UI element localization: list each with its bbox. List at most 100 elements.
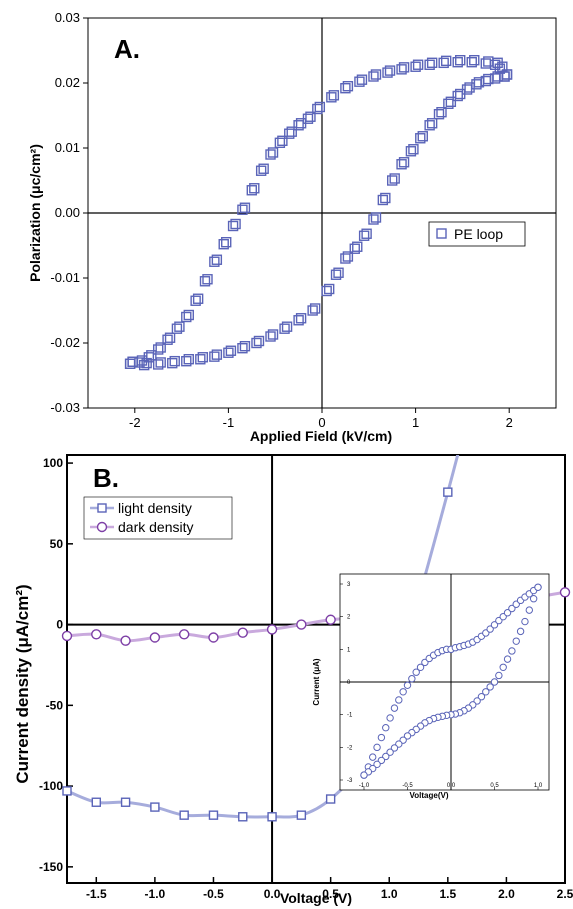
panel-b-label: B. — [93, 463, 119, 493]
inset-x-tick-label: -0.5 — [402, 783, 413, 789]
legend-dark-label: dark density — [118, 519, 193, 535]
pe-loop-point — [424, 59, 435, 70]
panel-a-x-tick-label: -2 — [129, 415, 141, 430]
inset-point — [499, 663, 507, 671]
pe-loop-point — [183, 354, 194, 365]
pe-loop-point — [195, 354, 206, 365]
pe-loop-point — [398, 62, 410, 73]
inset-point — [508, 647, 516, 655]
pe-loop-point — [169, 355, 180, 367]
dark-density-point — [559, 587, 571, 598]
pe-loop-point — [267, 147, 279, 158]
inset-point — [486, 625, 494, 633]
inset-point — [386, 748, 394, 756]
pe-loop-point — [314, 101, 326, 113]
pe-loop-point — [141, 357, 152, 369]
inset-y-tick-label: 3 — [347, 582, 351, 588]
pe-loop-point — [155, 342, 166, 353]
panel-a-label: A. — [114, 34, 140, 64]
panel-a-points — [124, 55, 513, 371]
panel-a-y-tick-label: 0.03 — [55, 10, 80, 25]
light-density-point — [238, 812, 248, 822]
pe-loop-point — [293, 315, 304, 326]
pe-loop-point — [445, 96, 457, 108]
pe-loop-point — [284, 128, 295, 139]
panel-b-y-tick-label: -50 — [46, 698, 64, 712]
inset-x-tick-label: -1.0 — [359, 783, 370, 789]
pe-loop-point — [152, 344, 164, 355]
pe-loop-point — [124, 358, 136, 369]
light-density-point — [179, 810, 189, 820]
panel-a-y-axis-label: Polarization (μc/cm²) — [27, 144, 43, 282]
inset-point — [399, 688, 407, 696]
pe-loop-point — [218, 238, 229, 250]
panel-a: A. -2 -1 0 1 2 0.03 0.02 0.01 0.00 -0.01 -0.02 -0.0… — [27, 10, 557, 444]
panel-a-y-tick-label: 0.00 — [55, 205, 80, 220]
dark-density-point — [296, 619, 307, 630]
light-density-point — [62, 786, 72, 796]
inset-point — [386, 714, 394, 722]
pe-loop-point — [368, 71, 379, 82]
light-density-point — [267, 812, 277, 822]
pe-loop-point — [279, 323, 290, 334]
panel-b-x-tick-label: -1.5 — [86, 887, 107, 901]
pe-loop-point — [181, 356, 192, 367]
pe-loop-point — [417, 131, 428, 142]
pe-loop-point — [354, 76, 365, 87]
pe-loop-point — [387, 175, 398, 186]
pe-loop-point — [368, 214, 379, 225]
panel-a-x-axis-label: Applied Field (kV/cm) — [250, 428, 392, 444]
inset-point — [534, 583, 542, 591]
pe-loop-point — [443, 98, 454, 110]
inset-point — [377, 733, 386, 742]
pe-loop-point — [211, 254, 223, 265]
pe-loop-point — [225, 345, 237, 356]
pe-loop-point — [469, 55, 480, 66]
pe-loop-point — [281, 321, 293, 332]
pe-loop-point — [410, 61, 421, 72]
pe-loop-point — [426, 57, 438, 68]
pe-loop-point — [155, 357, 166, 368]
pe-loop-point — [370, 212, 382, 223]
pe-loop-point — [412, 59, 424, 70]
inset-point — [529, 595, 538, 603]
inset-x-tick-label: 0.5 — [490, 783, 499, 789]
pe-loop-point — [483, 56, 494, 67]
pe-loop-point — [382, 67, 393, 78]
pe-loop-point — [152, 359, 164, 370]
inset-x-tick-label: 0.0 — [447, 783, 456, 789]
dark-density-point — [149, 632, 161, 643]
inset-point — [495, 671, 503, 680]
inset-point — [369, 753, 377, 761]
pe-loop-point — [342, 251, 354, 262]
panel-b-y-tick-label: 50 — [50, 537, 64, 551]
inset-point — [403, 681, 412, 689]
pe-loop-point — [380, 192, 391, 204]
pe-loop-point — [356, 74, 368, 85]
pe-loop-point — [274, 137, 286, 149]
inset-axes — [340, 574, 549, 790]
pe-loop-point — [342, 80, 354, 92]
pe-loop-point — [330, 269, 342, 280]
pe-loop-point — [455, 55, 466, 66]
panel-b-x-tick-label: 2.0 — [498, 887, 515, 901]
inset-y-tick-label: 1 — [347, 647, 351, 653]
panel-b-x-tick-label: 2.5 — [557, 887, 573, 901]
pe-loop-point — [277, 135, 288, 147]
inset-point — [373, 760, 381, 769]
pe-loop-point — [295, 118, 307, 129]
inset-points — [360, 583, 542, 779]
panel-a-x-tick-label: 2 — [506, 415, 513, 430]
inset-point — [482, 688, 490, 696]
panel-b-y-axis-label: Current density (μA/cm²) — [13, 584, 32, 783]
panel-b-y-tick-label: 0 — [56, 618, 63, 632]
pe-loop-point — [358, 230, 370, 241]
pe-loop-point — [426, 118, 438, 129]
pe-loop-point — [255, 165, 267, 176]
inset-y-tick-label: 0 — [347, 680, 351, 686]
inset-y-axis-label: Current (μA) — [312, 658, 321, 705]
pe-loop-point — [480, 58, 491, 69]
dark-density-point — [266, 624, 278, 635]
inset-y-tick-label: 2 — [347, 615, 351, 621]
inset-point — [408, 675, 416, 683]
